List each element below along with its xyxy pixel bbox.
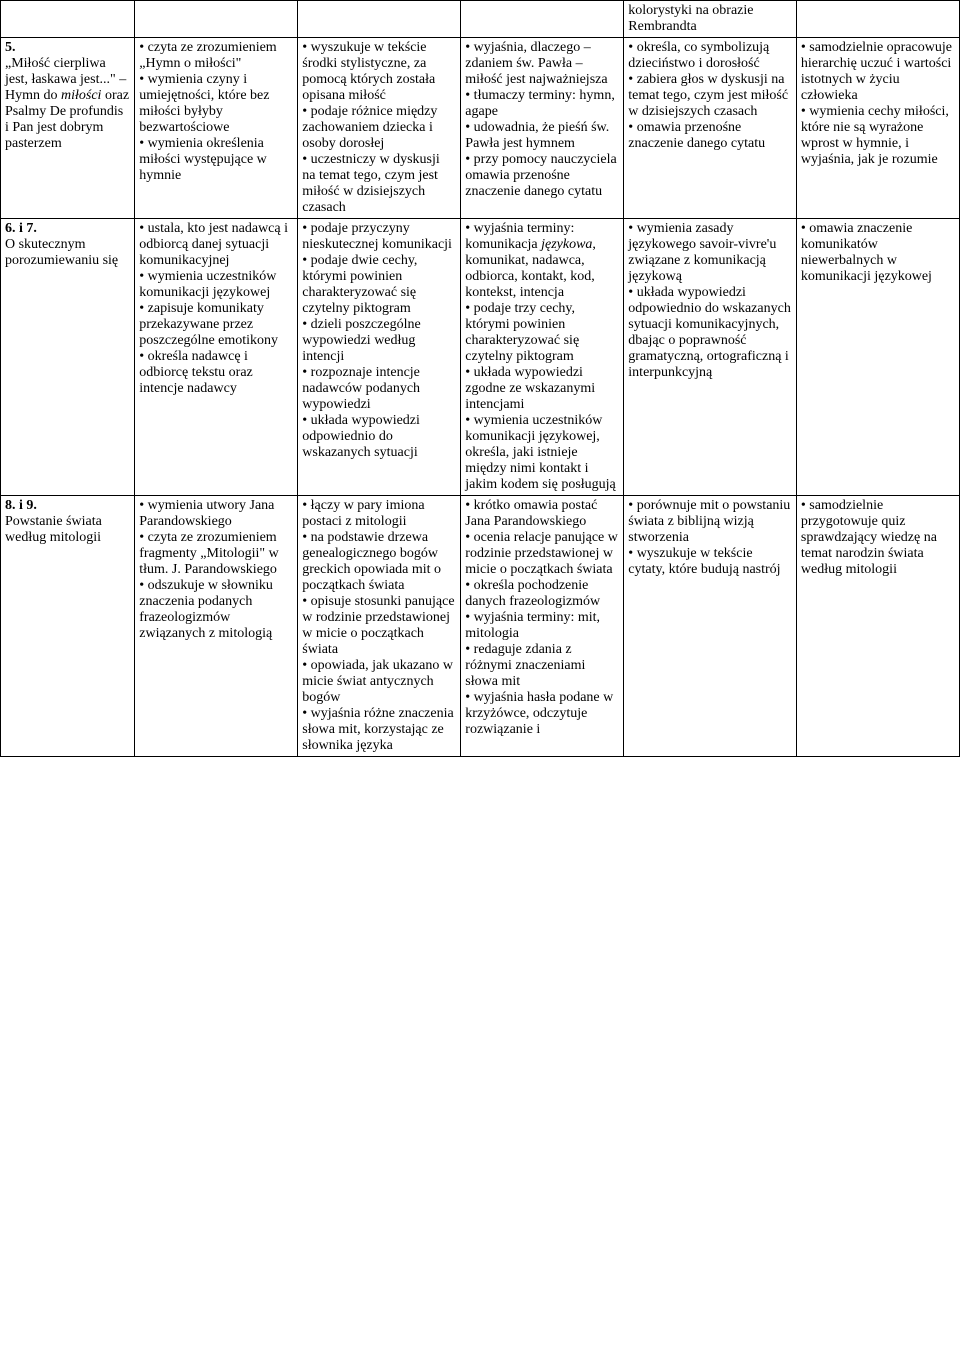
- cell: • łączy w pary imiona postaci z mitologi…: [298, 496, 461, 757]
- cell: kolorystyki na obrazie Rembrandta: [624, 1, 797, 38]
- cell: • krótko omawia postać Jana Parandowskie…: [461, 496, 624, 757]
- cell: • określa, co symbolizują dzieciństwo i …: [624, 38, 797, 219]
- cell: • samodzielnie przygotowuje quiz sprawdz…: [796, 496, 959, 757]
- topic-number: 6. i 7.: [5, 221, 37, 236]
- cell-text-italic: językowa: [541, 237, 592, 252]
- cell: [461, 1, 624, 38]
- cell: • czyta ze zrozumieniem „Hymn o miłości"…: [135, 38, 298, 219]
- cell-topic: 6. i 7. O skutecznym porozumiewaniu się: [1, 219, 135, 496]
- curriculum-table: kolorystyki na obrazie Rembrandta 5. „Mi…: [0, 0, 960, 757]
- cell-text: • porównuje mit o powstaniu świata z bib…: [628, 498, 790, 577]
- cell-text: • wymienia zasady językowego savoir-vivr…: [628, 221, 791, 380]
- topic-text-italic: miłości: [61, 88, 101, 103]
- cell-text: • wyszukuje w tekście środki stylistyczn…: [302, 40, 439, 215]
- cell-text-b: , komunikat, nadawca, odbiorca, kontakt,…: [465, 237, 615, 492]
- cell: • wymienia zasady językowego savoir-vivr…: [624, 219, 797, 496]
- cell-text: • łączy w pary imiona postaci z mitologi…: [302, 498, 454, 753]
- cell-text: • ustala, kto jest nadawcą i odbiorcą da…: [139, 221, 288, 396]
- table-row: 8. i 9. Powstanie świata według mitologi…: [1, 496, 960, 757]
- cell-text: • podaje przyczyny nieskutecznej komunik…: [302, 221, 452, 460]
- cell: • ustala, kto jest nadawcą i odbiorcą da…: [135, 219, 298, 496]
- cell-text: • czyta ze zrozumieniem „Hymn o miłości"…: [139, 40, 276, 183]
- cell-text: • omawia znaczenie komunikatów niewerbal…: [801, 221, 932, 284]
- topic-number: 8. i 9.: [5, 498, 37, 513]
- cell-text: • krótko omawia postać Jana Parandowskie…: [465, 498, 618, 737]
- cell: • wyjaśnia, dlaczego – zdaniem św. Pawła…: [461, 38, 624, 219]
- cell-text: • określa, co symbolizują dzieciństwo i …: [628, 40, 788, 151]
- topic-text: Powstanie świata według mitologii: [5, 514, 102, 545]
- cell-topic: 5. „Miłość cierpliwa jest, łaskawa jest.…: [1, 38, 135, 219]
- cell: [796, 1, 959, 38]
- cell: • wymienia utwory Jana Parandowskiego• c…: [135, 496, 298, 757]
- table-row: kolorystyki na obrazie Rembrandta: [1, 1, 960, 38]
- cell: [298, 1, 461, 38]
- table-row: 5. „Miłość cierpliwa jest, łaskawa jest.…: [1, 38, 960, 219]
- cell: • porównuje mit o powstaniu świata z bib…: [624, 496, 797, 757]
- cell: • wyszukuje w tekście środki stylistyczn…: [298, 38, 461, 219]
- table-row: 6. i 7. O skutecznym porozumiewaniu się …: [1, 219, 960, 496]
- topic-text: O skutecznym porozumiewaniu się: [5, 237, 118, 268]
- cell: [1, 1, 135, 38]
- cell: • samodzielnie opracowuje hierarchię ucz…: [796, 38, 959, 219]
- cell-text: kolorystyki na obrazie Rembrandta: [628, 3, 753, 34]
- topic-number: 5.: [5, 40, 16, 55]
- cell-text: • samodzielnie opracowuje hierarchię ucz…: [801, 40, 952, 167]
- cell-text: • wyjaśnia, dlaczego – zdaniem św. Pawła…: [465, 40, 616, 199]
- cell-topic: 8. i 9. Powstanie świata według mitologi…: [1, 496, 135, 757]
- cell: • podaje przyczyny nieskutecznej komunik…: [298, 219, 461, 496]
- cell: • omawia znaczenie komunikatów niewerbal…: [796, 219, 959, 496]
- cell: [135, 1, 298, 38]
- cell: • wyjaśnia terminy: komunikacja językowa…: [461, 219, 624, 496]
- cell-text: • wymienia utwory Jana Parandowskiego• c…: [139, 498, 278, 641]
- cell-text: • samodzielnie przygotowuje quiz sprawdz…: [801, 498, 937, 577]
